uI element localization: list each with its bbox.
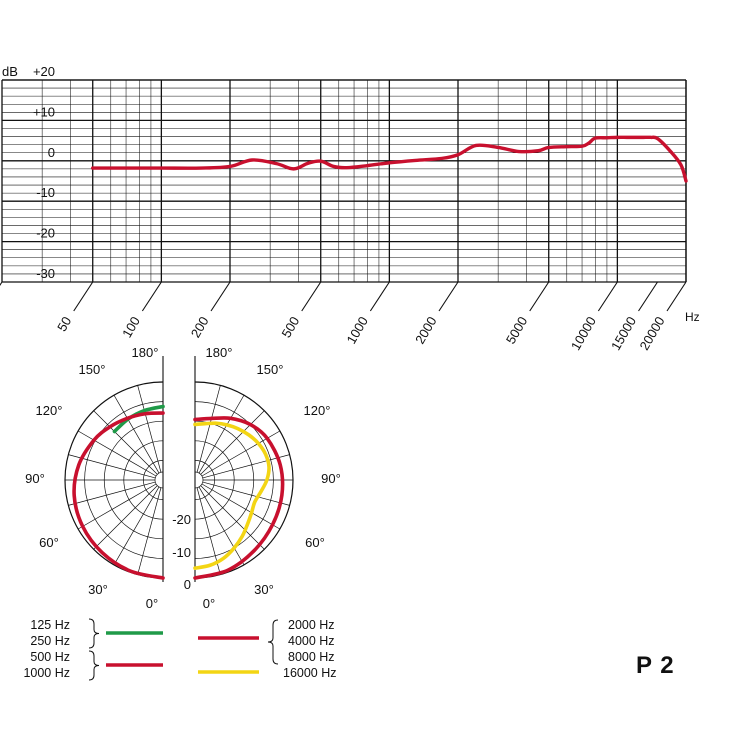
x-tick-mark xyxy=(666,281,687,312)
y-tick-label: 0 xyxy=(48,145,55,160)
legend-brace xyxy=(267,619,279,665)
polar-ring xyxy=(154,471,164,489)
polar-spoke xyxy=(77,483,157,530)
polar-angle-label: 120° xyxy=(36,403,63,418)
x-axis-unit-label: Hz xyxy=(685,310,700,324)
polar-angle-label: 0° xyxy=(203,596,215,611)
polar-angle-label: 90° xyxy=(25,471,45,486)
polar-spoke xyxy=(200,485,265,550)
y-tick-label: -20 xyxy=(36,226,55,241)
x-tick-mark xyxy=(369,281,390,312)
y-tick-label: +20 xyxy=(33,64,55,79)
x-tick-mark xyxy=(438,281,459,312)
x-tick-mark xyxy=(210,281,231,312)
polar-db-label: -10 xyxy=(172,545,191,560)
legend-frequency-label: 4000 Hz xyxy=(288,634,335,648)
legend-brace xyxy=(88,618,100,649)
x-tick-label: 2000 xyxy=(412,314,439,347)
polar-angle-label: 0° xyxy=(146,596,158,611)
polar-curve xyxy=(193,421,271,570)
polar-spoke xyxy=(68,481,156,506)
polar-curve xyxy=(193,416,285,580)
x-tick-mark xyxy=(301,281,322,312)
frequency-response-curves xyxy=(91,135,688,183)
polar-legend: 125 Hz 250 Hz 500 Hz 1000 Hz 2000 Hz 4000 Hz 8… xyxy=(23,618,337,681)
y-tick-label: -30 xyxy=(36,266,55,281)
y-tick-label: +10 xyxy=(33,104,55,119)
polar-angle-label: 60° xyxy=(39,535,59,550)
polar-spoke xyxy=(196,385,221,473)
polar-spoke xyxy=(137,385,162,473)
polar-ring xyxy=(194,471,204,489)
polar-spoke xyxy=(93,485,158,550)
y-axis-unit-label: dB xyxy=(2,64,18,79)
polar-angle-label: 120° xyxy=(304,403,331,418)
x-tick-label: 50 xyxy=(54,314,74,334)
frequency-response-y-ticks: +20 +10 0 -10 -20 -30 xyxy=(33,64,55,281)
polar-angle-label: 150° xyxy=(79,362,106,377)
polar-angle-label: 180° xyxy=(132,345,159,360)
polar-db-label: -20 xyxy=(172,512,191,527)
legend-frequency-label: 500 Hz xyxy=(30,650,70,664)
x-tick-mark xyxy=(529,281,550,312)
x-tick-mark xyxy=(0,281,3,287)
polar-angle-label: 30° xyxy=(88,582,108,597)
polar-spoke xyxy=(200,410,265,475)
polar-angle-label: 90° xyxy=(321,471,341,486)
legend-frequency-label: 1000 Hz xyxy=(23,666,70,680)
x-tick-label: 200 xyxy=(188,314,212,340)
x-tick-mark xyxy=(597,281,618,312)
x-tick-label: 500 xyxy=(278,314,302,340)
x-tick-label: 10000 xyxy=(568,314,599,353)
legend-frequency-label: 16000 Hz xyxy=(283,666,337,680)
polar-angle-label: 60° xyxy=(305,535,325,550)
frequency-response-line xyxy=(91,135,688,183)
x-tick-label: 100 xyxy=(119,314,143,340)
y-tick-label: -10 xyxy=(36,185,55,200)
polar-curve xyxy=(72,411,165,580)
polar-angle-label: 30° xyxy=(254,582,274,597)
polar-spoke xyxy=(196,487,221,575)
polar-spoke xyxy=(113,486,160,566)
model-label: P 2 xyxy=(636,652,675,679)
polar-spoke xyxy=(202,481,290,506)
legend-frequency-label: 125 Hz xyxy=(30,618,70,632)
x-tick-mark xyxy=(141,281,162,312)
polar-spoke xyxy=(93,410,158,475)
polar-spoke xyxy=(202,454,290,479)
x-tick-label: 20000 xyxy=(637,314,668,353)
polar-angle-label: 150° xyxy=(257,362,284,377)
legend-frequency-label: 250 Hz xyxy=(30,634,70,648)
x-tick-mark xyxy=(73,281,94,312)
x-tick-label: 5000 xyxy=(503,314,530,347)
legend-frequency-label: 8000 Hz xyxy=(288,650,335,664)
polar-angle-label: 180° xyxy=(206,345,233,360)
polar-spoke xyxy=(198,394,245,474)
polar-pattern-curves xyxy=(72,404,285,580)
polar-db-label: 0 xyxy=(184,577,191,592)
polar-spoke xyxy=(201,483,281,530)
frequency-response-grid xyxy=(1,79,687,283)
polar-spoke xyxy=(198,486,245,566)
x-tick-label: 15000 xyxy=(608,314,639,353)
polar-spoke xyxy=(113,394,160,474)
frequency-response-x-ticks: 2050100200500100020005000100001500020000 xyxy=(0,281,687,353)
polar-spoke xyxy=(137,487,162,575)
legend-frequency-label: 2000 Hz xyxy=(288,618,335,632)
polar-pattern-labels: 0° 30° 60° 90° 120° 150° 180° 0° 30° 60° 90° 120° 15… xyxy=(25,345,341,611)
x-tick-mark xyxy=(638,281,658,312)
x-tick-label: 1000 xyxy=(344,314,371,347)
legend-brace xyxy=(88,650,100,681)
polar-spoke xyxy=(77,430,157,477)
